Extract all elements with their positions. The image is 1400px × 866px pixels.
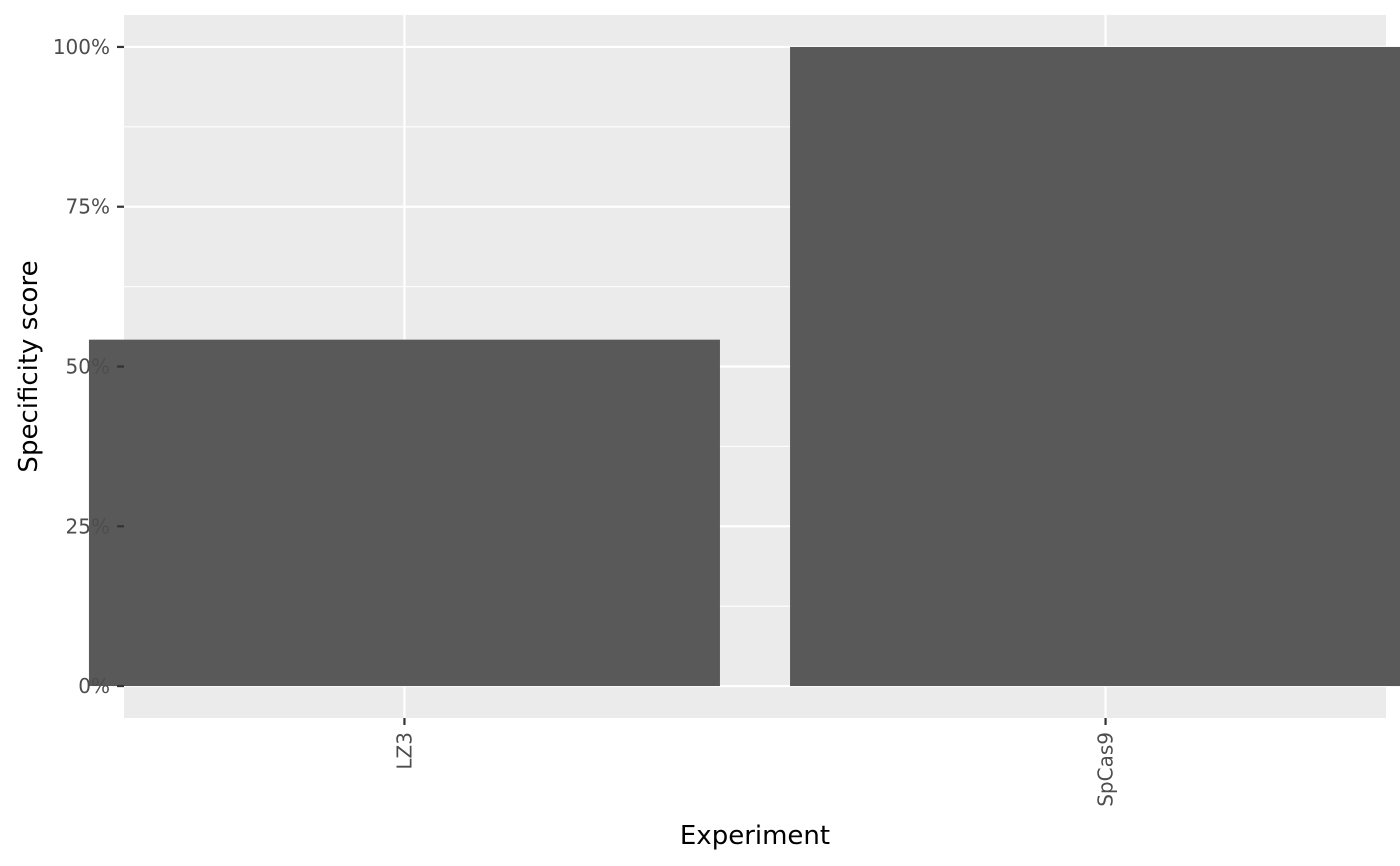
- y-tick-label: 50%: [66, 355, 110, 379]
- x-tick-label: SpCas9: [1094, 732, 1118, 807]
- x-tick-label: LZ3: [392, 732, 416, 770]
- y-axis: 0% 25% 50% 75% 100%: [53, 35, 124, 698]
- x-axis-title: Experiment: [680, 821, 830, 851]
- x-axis: LZ3 SpCas9: [392, 718, 1118, 807]
- y-axis-title: Specificity score: [14, 260, 44, 472]
- bar-spcas9: [790, 46, 1400, 687]
- bars: [88, 46, 1400, 687]
- bar-lz3: [88, 339, 720, 687]
- y-tick-label: 0%: [78, 674, 110, 698]
- y-tick-label: 75%: [66, 195, 110, 219]
- y-tick-label: 25%: [66, 514, 110, 538]
- y-tick-label: 100%: [53, 35, 110, 59]
